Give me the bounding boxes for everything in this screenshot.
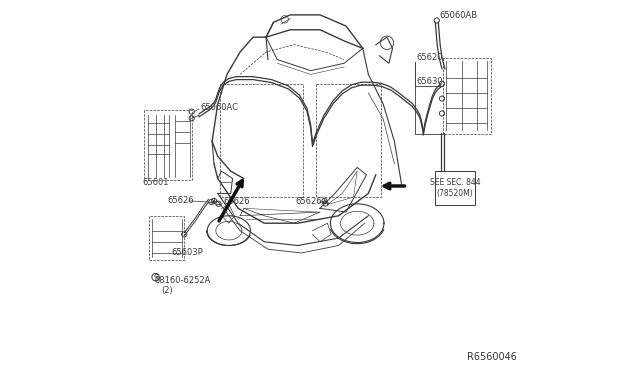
Text: 65626: 65626: [168, 196, 194, 205]
Text: 65603P: 65603P: [172, 248, 203, 257]
Text: 65630: 65630: [417, 77, 444, 86]
Text: SEE SEC. 844
(78520M): SEE SEC. 844 (78520M): [429, 178, 481, 198]
Text: 65060AB: 65060AB: [439, 11, 477, 20]
Text: S: S: [153, 274, 158, 283]
Text: R6560046: R6560046: [467, 352, 517, 362]
Text: 65626: 65626: [223, 198, 250, 206]
Text: 65626: 65626: [296, 198, 323, 206]
Text: 08160-6252A: 08160-6252A: [154, 276, 211, 285]
Text: 65060AC: 65060AC: [200, 103, 238, 112]
Text: (2): (2): [161, 286, 173, 295]
Bar: [435, 171, 476, 205]
Text: 65601: 65601: [142, 178, 169, 187]
Text: 65620: 65620: [417, 53, 444, 62]
